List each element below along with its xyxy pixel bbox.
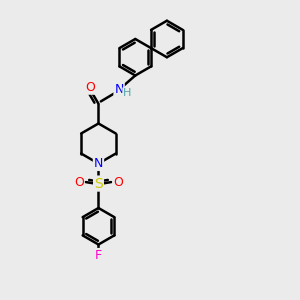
Text: H: H xyxy=(123,88,131,98)
Text: N: N xyxy=(94,157,103,170)
Text: O: O xyxy=(85,81,95,94)
Text: S: S xyxy=(94,177,103,190)
Text: O: O xyxy=(113,176,123,189)
Text: F: F xyxy=(95,249,102,262)
Text: N: N xyxy=(114,83,124,96)
Text: O: O xyxy=(74,176,84,189)
